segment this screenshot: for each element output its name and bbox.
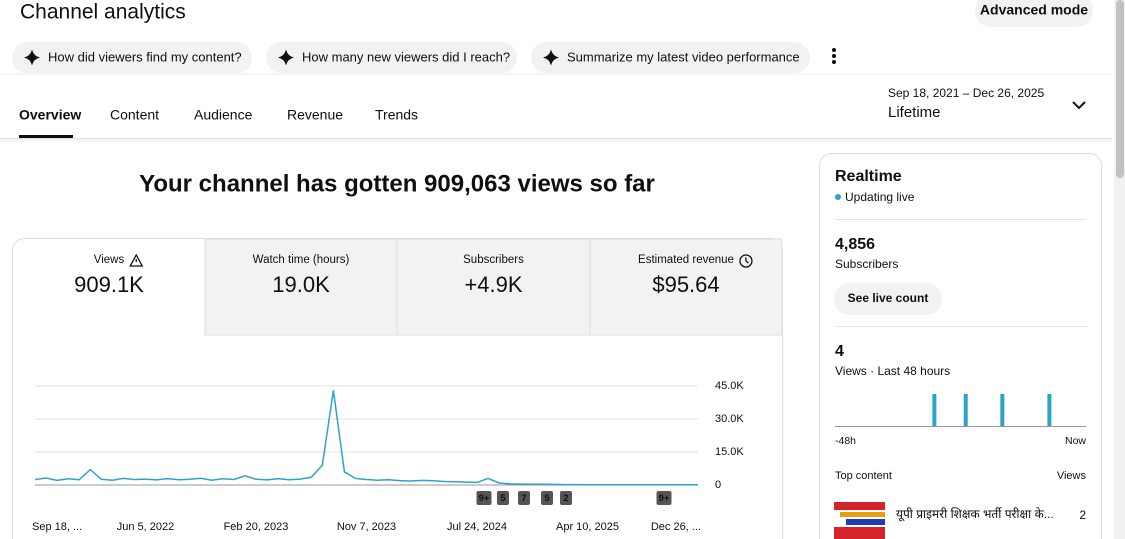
see-live-count-label[interactable]: See live count: [848, 291, 929, 305]
video-badge-label[interactable]: 7: [521, 493, 526, 504]
date-period[interactable]: Lifetime: [888, 104, 941, 121]
thumb-stripe: [834, 502, 885, 510]
y-tick-label: 30.0K: [715, 413, 744, 425]
clock-icon: [739, 254, 753, 268]
thumb-stripe: [834, 527, 885, 539]
top-content-heading: Top content: [835, 470, 892, 482]
x-tick-label: Sep 18, ...: [32, 521, 82, 533]
sparkle-icon: [24, 49, 40, 66]
metric-value: 909.1K: [74, 272, 144, 297]
headline: Your channel has gotten 909,063 views so…: [139, 170, 655, 197]
suggestion-chip[interactable]: [531, 42, 810, 73]
dot: [832, 54, 836, 58]
y-tick-label: 45.0K: [715, 380, 744, 392]
video-badge[interactable]: [656, 491, 672, 505]
top-content-views: 2: [1079, 508, 1086, 522]
page-title: Channel analytics: [20, 1, 186, 24]
video-badge-label[interactable]: 5: [500, 493, 506, 504]
warning-icon: [129, 253, 144, 267]
scrollbar-track: [1114, 0, 1125, 539]
video-badge-label[interactable]: 9+: [659, 493, 670, 504]
tab-underline: [19, 135, 73, 138]
x-tick-label: Nov 7, 2023: [337, 521, 396, 533]
realtime-bar: [932, 394, 937, 426]
views-heading: Views: [1057, 470, 1087, 482]
realtime-bar: [1047, 394, 1052, 426]
metric-tile[interactable]: [396, 238, 591, 336]
metric-value: +4.9K: [464, 272, 522, 297]
tabs-shadow: [0, 139, 1112, 142]
tab[interactable]: Overview: [19, 107, 81, 123]
metric-tile[interactable]: [589, 238, 783, 336]
x-tick-label: Apr 10, 2025: [556, 521, 619, 533]
advanced-mode-button[interactable]: [975, 0, 1093, 27]
realtime-views-label: Views · Last 48 hours: [835, 364, 950, 378]
x-tick-label: Now: [1065, 435, 1086, 447]
subscriber-label: Subscribers: [835, 257, 898, 271]
sparkle-icon: [278, 49, 294, 66]
thumbnail[interactable]: [834, 502, 885, 539]
suggestion-chip[interactable]: [12, 42, 252, 73]
metric-label: Views: [94, 254, 125, 266]
thumb-stripe: [840, 512, 885, 517]
dropdown-chevron[interactable]: [1072, 101, 1086, 110]
subscriber-count: 4,856: [835, 236, 875, 253]
realtime-bar: [1000, 394, 1005, 426]
see-live-count-button[interactable]: [834, 283, 942, 315]
metric-value: 19.0K: [272, 272, 330, 297]
metric-label: Watch time (hours): [253, 254, 350, 266]
x-tick-label: Jun 5, 2022: [117, 521, 175, 533]
video-badge[interactable]: [497, 491, 509, 505]
metric-label: Estimated revenue: [638, 254, 734, 266]
top-content-title[interactable]: यूपी प्राइमरी शिक्षक भर्ती परीक्षा के...: [896, 507, 1054, 522]
video-badge[interactable]: [518, 491, 530, 505]
dot: [832, 48, 836, 52]
x-tick-label: -48h: [835, 435, 856, 447]
scrollbar-thumb[interactable]: [1116, 0, 1124, 178]
y-tick-label: 0: [715, 479, 721, 491]
date-range[interactable]: Sep 18, 2021 – Dec 26, 2025: [888, 86, 1044, 100]
thumb-stripe: [846, 519, 885, 525]
video-badge[interactable]: [560, 491, 572, 505]
metric-tile[interactable]: [204, 238, 398, 336]
tab[interactable]: Content: [110, 107, 159, 123]
video-badge-label[interactable]: 2: [563, 493, 568, 504]
video-badge-label[interactable]: 5: [544, 493, 550, 504]
x-tick-label: Dec 26, ...: [651, 521, 701, 533]
tab[interactable]: Audience: [194, 107, 253, 123]
video-badge-label[interactable]: 9+: [479, 493, 490, 504]
views-line: [34, 390, 698, 486]
tab[interactable]: Trends: [375, 107, 418, 123]
sparkle-icon: [543, 49, 559, 66]
realtime-title: Realtime: [835, 168, 902, 185]
video-badge[interactable]: [541, 491, 553, 505]
dot: [832, 60, 836, 64]
realtime-panel: [819, 153, 1102, 539]
video-badge[interactable]: [476, 491, 492, 505]
metric-value: $95.64: [652, 272, 719, 297]
metric-label: Subscribers: [463, 254, 524, 266]
realtime-views: 4: [835, 343, 844, 360]
y-tick-label: 15.0K: [715, 446, 744, 458]
x-tick-label: Jul 24, 2024: [447, 521, 507, 533]
advanced-mode-label[interactable]: Advanced mode: [980, 2, 1088, 18]
realtime-bar: [963, 394, 968, 426]
x-tick-label: Feb 20, 2023: [224, 521, 289, 533]
more-menu[interactable]: [832, 48, 836, 64]
suggestion-label[interactable]: How did viewers find my content?: [48, 49, 242, 64]
realtime-status: Updating live: [845, 190, 915, 204]
live-dot: [835, 194, 841, 200]
tab[interactable]: Revenue: [287, 107, 343, 123]
clock-hands: [745, 257, 749, 264]
suggestion-chip[interactable]: [266, 42, 517, 73]
suggestion-label[interactable]: Summarize my latest video performance: [567, 49, 800, 64]
suggestion-label[interactable]: How many new viewers did I reach?: [302, 49, 510, 64]
